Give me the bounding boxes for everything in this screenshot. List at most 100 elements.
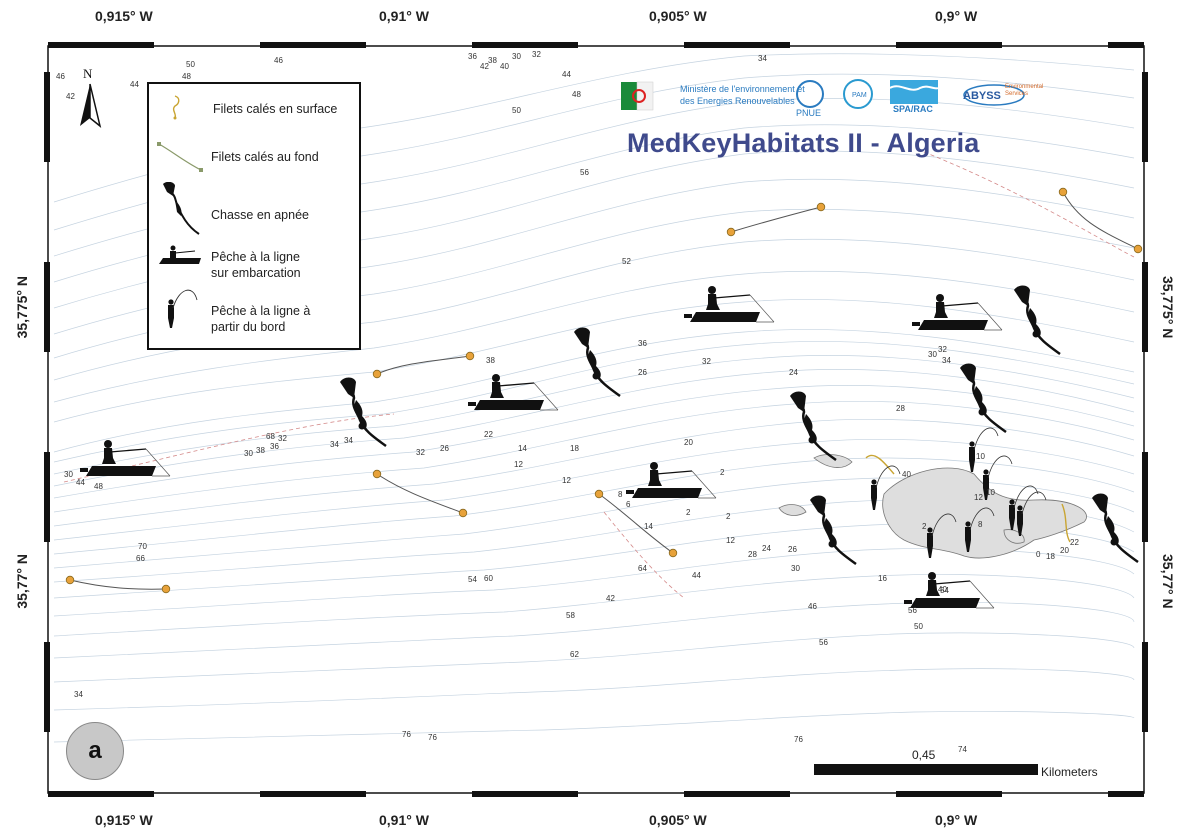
depth-label: 64	[638, 564, 647, 573]
legend-item-shore-angler-line-1: Pêche à la ligne à	[211, 304, 311, 318]
depth-label: 54	[940, 586, 949, 595]
depth-label: 46	[808, 602, 817, 611]
coord-right-2: 35,77° N	[1160, 554, 1176, 609]
coord-top-3: 0,905° W	[649, 8, 707, 24]
depth-label: 18	[1046, 552, 1055, 561]
depth-label: 66	[136, 554, 145, 563]
depth-label: 52	[622, 257, 631, 266]
coord-top-4: 0,9° W	[935, 8, 978, 24]
depth-label: 76	[402, 730, 411, 739]
depth-label: 56	[580, 168, 589, 177]
depth-label: 46	[56, 72, 65, 81]
legend-item-surface-net: Filets calés en surface	[213, 102, 338, 116]
depth-label: 32	[938, 345, 947, 354]
depth-label: 50	[914, 622, 923, 631]
depth-label: 30	[244, 449, 253, 458]
coord-bottom-3: 0,905° W	[649, 812, 707, 828]
depth-label: 10	[976, 452, 985, 461]
north-arrow-icon	[80, 83, 102, 128]
depth-label: 34	[344, 436, 353, 445]
depth-label: 56	[908, 606, 917, 615]
depth-label: 30	[928, 350, 937, 359]
depth-label: 42	[480, 62, 489, 71]
depth-label: 10	[986, 488, 995, 497]
bottom-net-legend-icon	[157, 142, 203, 172]
depth-label: 30	[64, 470, 73, 479]
spa-rac-logo-text: SPA/RAC	[893, 104, 933, 114]
bottom-nets	[65, 187, 1143, 594]
logos	[621, 79, 1025, 111]
depth-label: 22	[484, 430, 493, 439]
depth-label: 34	[330, 440, 339, 449]
depth-label: 50	[186, 60, 195, 69]
depth-label: 34	[74, 690, 83, 699]
depth-label: 56	[819, 638, 828, 647]
pam-logo-text: PAM	[852, 92, 867, 99]
depth-label: 44	[130, 80, 139, 89]
depth-label: 68	[266, 432, 275, 441]
depth-label: 16	[878, 574, 887, 583]
depth-label: 42	[606, 594, 615, 603]
depth-label: 36	[638, 339, 647, 348]
depth-label: 12	[562, 476, 571, 485]
depth-label: 24	[762, 544, 771, 553]
scale-unit: Kilometers	[1041, 765, 1098, 779]
depth-label: 20	[1060, 546, 1069, 555]
depth-label: 2	[686, 508, 691, 517]
depth-label: 48	[182, 72, 191, 81]
depth-label: 76	[794, 735, 803, 744]
depth-label: 42	[66, 92, 75, 101]
panel-label-badge: a	[66, 722, 124, 780]
legend-item-shore-angler-line-2: partir du bord	[211, 320, 286, 334]
depth-label: 28	[748, 550, 757, 559]
depth-label: 32	[278, 434, 287, 443]
depth-label: 76	[428, 733, 437, 742]
depth-label: 58	[566, 611, 575, 620]
map-title: MedKeyHabitats II - Algeria	[627, 128, 980, 158]
depth-label: 30	[512, 52, 521, 61]
depth-label: 12	[726, 536, 735, 545]
coord-bottom-4: 0,9° W	[935, 812, 978, 828]
depth-label: 36	[270, 442, 279, 451]
depth-label: 44	[692, 571, 701, 580]
depth-label: 40	[500, 62, 509, 71]
depth-label: 40	[902, 470, 911, 479]
depth-label: 34	[758, 54, 767, 63]
north-label: N	[83, 66, 93, 81]
coord-bottom-2: 0,91° W	[379, 812, 429, 828]
depth-label: 44	[562, 70, 571, 79]
depth-label: 14	[644, 522, 653, 531]
pnue-logo-text: PNUE	[796, 108, 822, 118]
depth-label: 2	[726, 512, 731, 521]
depth-label: 50	[512, 106, 521, 115]
panel-label: a	[88, 737, 102, 764]
depth-label: 32	[416, 448, 425, 457]
surface-net-lines	[865, 454, 1071, 543]
depth-label: 18	[570, 444, 579, 453]
depth-label: 32	[532, 50, 541, 59]
depth-label: 48	[94, 482, 103, 491]
surface-net-legend-icon	[172, 95, 180, 120]
depth-label: 24	[789, 368, 798, 377]
ministry-logo-text-2: des Energies Renouvelables	[680, 96, 795, 106]
depth-label: 46	[274, 56, 283, 65]
depth-label: 60	[484, 574, 493, 583]
depth-label: 12	[514, 460, 523, 469]
depth-label: 8	[978, 520, 983, 529]
depth-label: 34	[942, 356, 951, 365]
coord-right-1: 35,775° N	[1160, 276, 1176, 339]
depth-label: 62	[570, 650, 579, 659]
depth-label: 48	[572, 90, 581, 99]
legend-item-diver: Chasse en apnée	[211, 208, 309, 222]
coord-top-2: 0,91° W	[379, 8, 429, 24]
depth-label: 14	[518, 444, 527, 453]
depth-label: 8	[618, 490, 623, 499]
depth-label: 70	[138, 542, 147, 551]
depth-label: 0	[1036, 550, 1041, 559]
depth-label: 2	[922, 522, 927, 531]
depth-label: 26	[788, 545, 797, 554]
coord-top-1: 0,915° W	[95, 8, 153, 24]
shore-angler-legend-icon	[168, 289, 198, 328]
diver-legend-icon	[163, 182, 200, 235]
